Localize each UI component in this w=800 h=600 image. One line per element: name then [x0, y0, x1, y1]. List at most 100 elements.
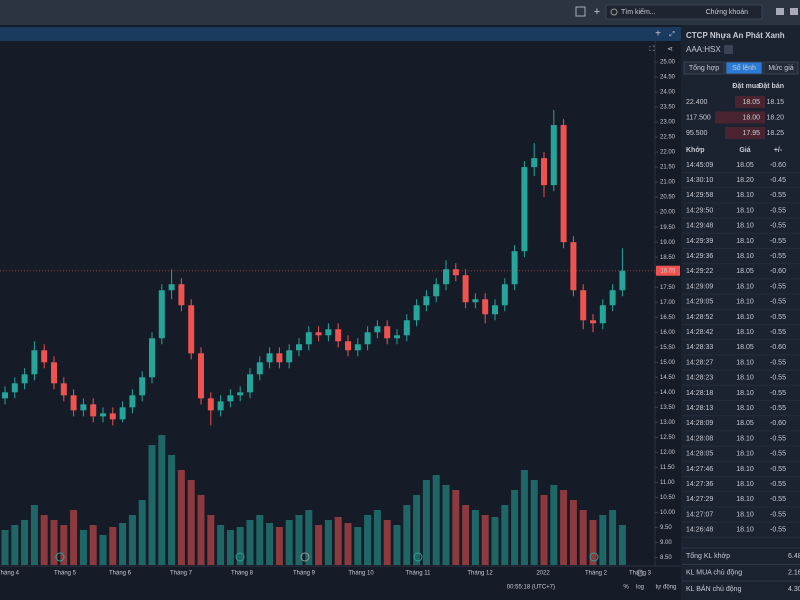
event-marker[interactable] — [300, 552, 310, 562]
candle-body — [413, 305, 420, 321]
candle-body — [315, 332, 322, 336]
fullscreen-icon[interactable]: ⛶ — [650, 45, 655, 53]
summary-label: Tổng KL khớp — [686, 552, 730, 560]
summary-label: KL BÁN chủ động — [686, 584, 741, 593]
trade-price: 18.10 — [736, 238, 754, 245]
volume-bar — [481, 515, 489, 565]
event-marker[interactable] — [413, 552, 423, 562]
event-marker[interactable] — [589, 552, 599, 562]
trade-time: 14:45:09 — [686, 162, 713, 169]
bid-price: 18.00 — [742, 114, 760, 121]
volume-bar — [119, 523, 127, 565]
y-tick-label: 11.50 — [660, 465, 675, 471]
trade-time: 14:28:05 — [686, 451, 713, 458]
candle-body — [609, 290, 616, 306]
candle-body — [345, 341, 351, 351]
volume-bar — [413, 495, 421, 565]
trade-price: 18.10 — [736, 253, 754, 260]
chat-icon[interactable] — [776, 8, 784, 15]
y-tick-label: 9.00 — [660, 540, 672, 546]
trade-time: 14:28:27 — [686, 359, 713, 366]
tab-label[interactable]: Tổng hợp — [689, 64, 719, 72]
trade-change: -0.55 — [770, 511, 786, 518]
bid-volume: 95.500 — [686, 130, 708, 137]
volume-bar — [246, 520, 254, 565]
bell-icon[interactable] — [790, 8, 798, 15]
y-tick-label: 11.00 — [660, 480, 675, 486]
share-icon[interactable]: ⋖ — [667, 46, 673, 53]
x-tick-label: Tháng 2 — [585, 571, 608, 577]
settings-icon[interactable] — [636, 569, 644, 577]
trade-price: 18.10 — [736, 314, 754, 321]
event-marker[interactable] — [55, 552, 65, 562]
tab[interactable] — [725, 61, 763, 75]
grid-icon[interactable] — [575, 6, 586, 17]
volume-bar — [50, 520, 58, 565]
trade-change: -0.55 — [770, 375, 786, 382]
status-log[interactable]: log — [636, 585, 644, 591]
last-price-label: 18.05 — [660, 268, 676, 274]
volume-bar — [344, 523, 352, 565]
trade-price: 18.10 — [736, 375, 754, 382]
summary-value: 4.30 — [788, 586, 800, 593]
y-tick-label: 24.50 — [660, 75, 676, 81]
y-tick-label: 20.00 — [660, 210, 676, 216]
volume-bar — [207, 515, 215, 565]
volume-bar — [11, 525, 19, 565]
volume-bar — [315, 525, 323, 565]
trade-time: 14:29:36 — [686, 253, 713, 260]
bid-volume: 22.400 — [686, 99, 708, 106]
trade-change: -0.60 — [770, 162, 786, 169]
tab-label[interactable]: Mức giá — [768, 65, 793, 72]
tab-label[interactable]: Sổ lệnh — [732, 64, 756, 72]
candle-body — [531, 158, 538, 168]
trade-price: 18.10 — [736, 329, 754, 336]
status-auto[interactable]: tự động — [656, 585, 677, 591]
volume-bar — [21, 520, 29, 565]
search-box[interactable] — [605, 4, 763, 20]
company-name: CTCP Nhựa An Phát Xanh — [686, 31, 785, 40]
ask-price: 18.25 — [766, 130, 784, 137]
candle-body — [80, 404, 87, 411]
trade-price: 18.10 — [736, 481, 754, 488]
expand-icon[interactable]: ⤢ — [669, 31, 675, 38]
trade-change: -0.55 — [770, 283, 786, 290]
trade-price: 18.10 — [736, 192, 754, 199]
event-marker[interactable] — [235, 552, 245, 562]
add-chart-icon[interactable]: + — [655, 29, 661, 40]
volume-bar — [197, 495, 205, 565]
trade-header: Giá — [739, 147, 750, 154]
candle-body — [364, 332, 371, 345]
candle-body — [198, 353, 204, 399]
trade-price: 18.10 — [736, 299, 754, 306]
trade-price: 18.10 — [736, 496, 754, 503]
add-icon[interactable]: + — [594, 6, 600, 18]
status-percent[interactable]: % — [623, 585, 629, 591]
candle-body — [11, 383, 18, 393]
trade-change: -0.55 — [770, 481, 786, 488]
candle-body — [511, 251, 518, 285]
y-tick-label: 21.50 — [660, 165, 676, 171]
candle-body — [482, 299, 489, 315]
trade-header: Khớp — [686, 147, 705, 154]
volume-bar — [226, 530, 234, 565]
trade-time: 14:28:42 — [686, 329, 713, 336]
edit-icon[interactable] — [724, 45, 733, 54]
volume-bar — [89, 525, 97, 565]
x-tick-label: Tháng 11 — [406, 571, 432, 577]
x-tick-label: 2022 — [536, 571, 550, 577]
trade-price: 18.10 — [736, 390, 754, 397]
candle-body — [119, 407, 126, 420]
trade-price: 18.10 — [736, 527, 754, 534]
tab[interactable] — [683, 61, 725, 75]
candle-body — [501, 284, 508, 306]
trade-change: -0.60 — [770, 344, 786, 351]
y-tick-label: 8.50 — [660, 555, 672, 561]
trade-time: 14:29:39 — [686, 238, 713, 245]
search-scope[interactable]: Chứng khoán — [706, 9, 749, 16]
symbol[interactable]: AAA:HSX — [686, 45, 721, 54]
tab[interactable] — [763, 61, 799, 75]
volume-bar — [128, 515, 136, 565]
